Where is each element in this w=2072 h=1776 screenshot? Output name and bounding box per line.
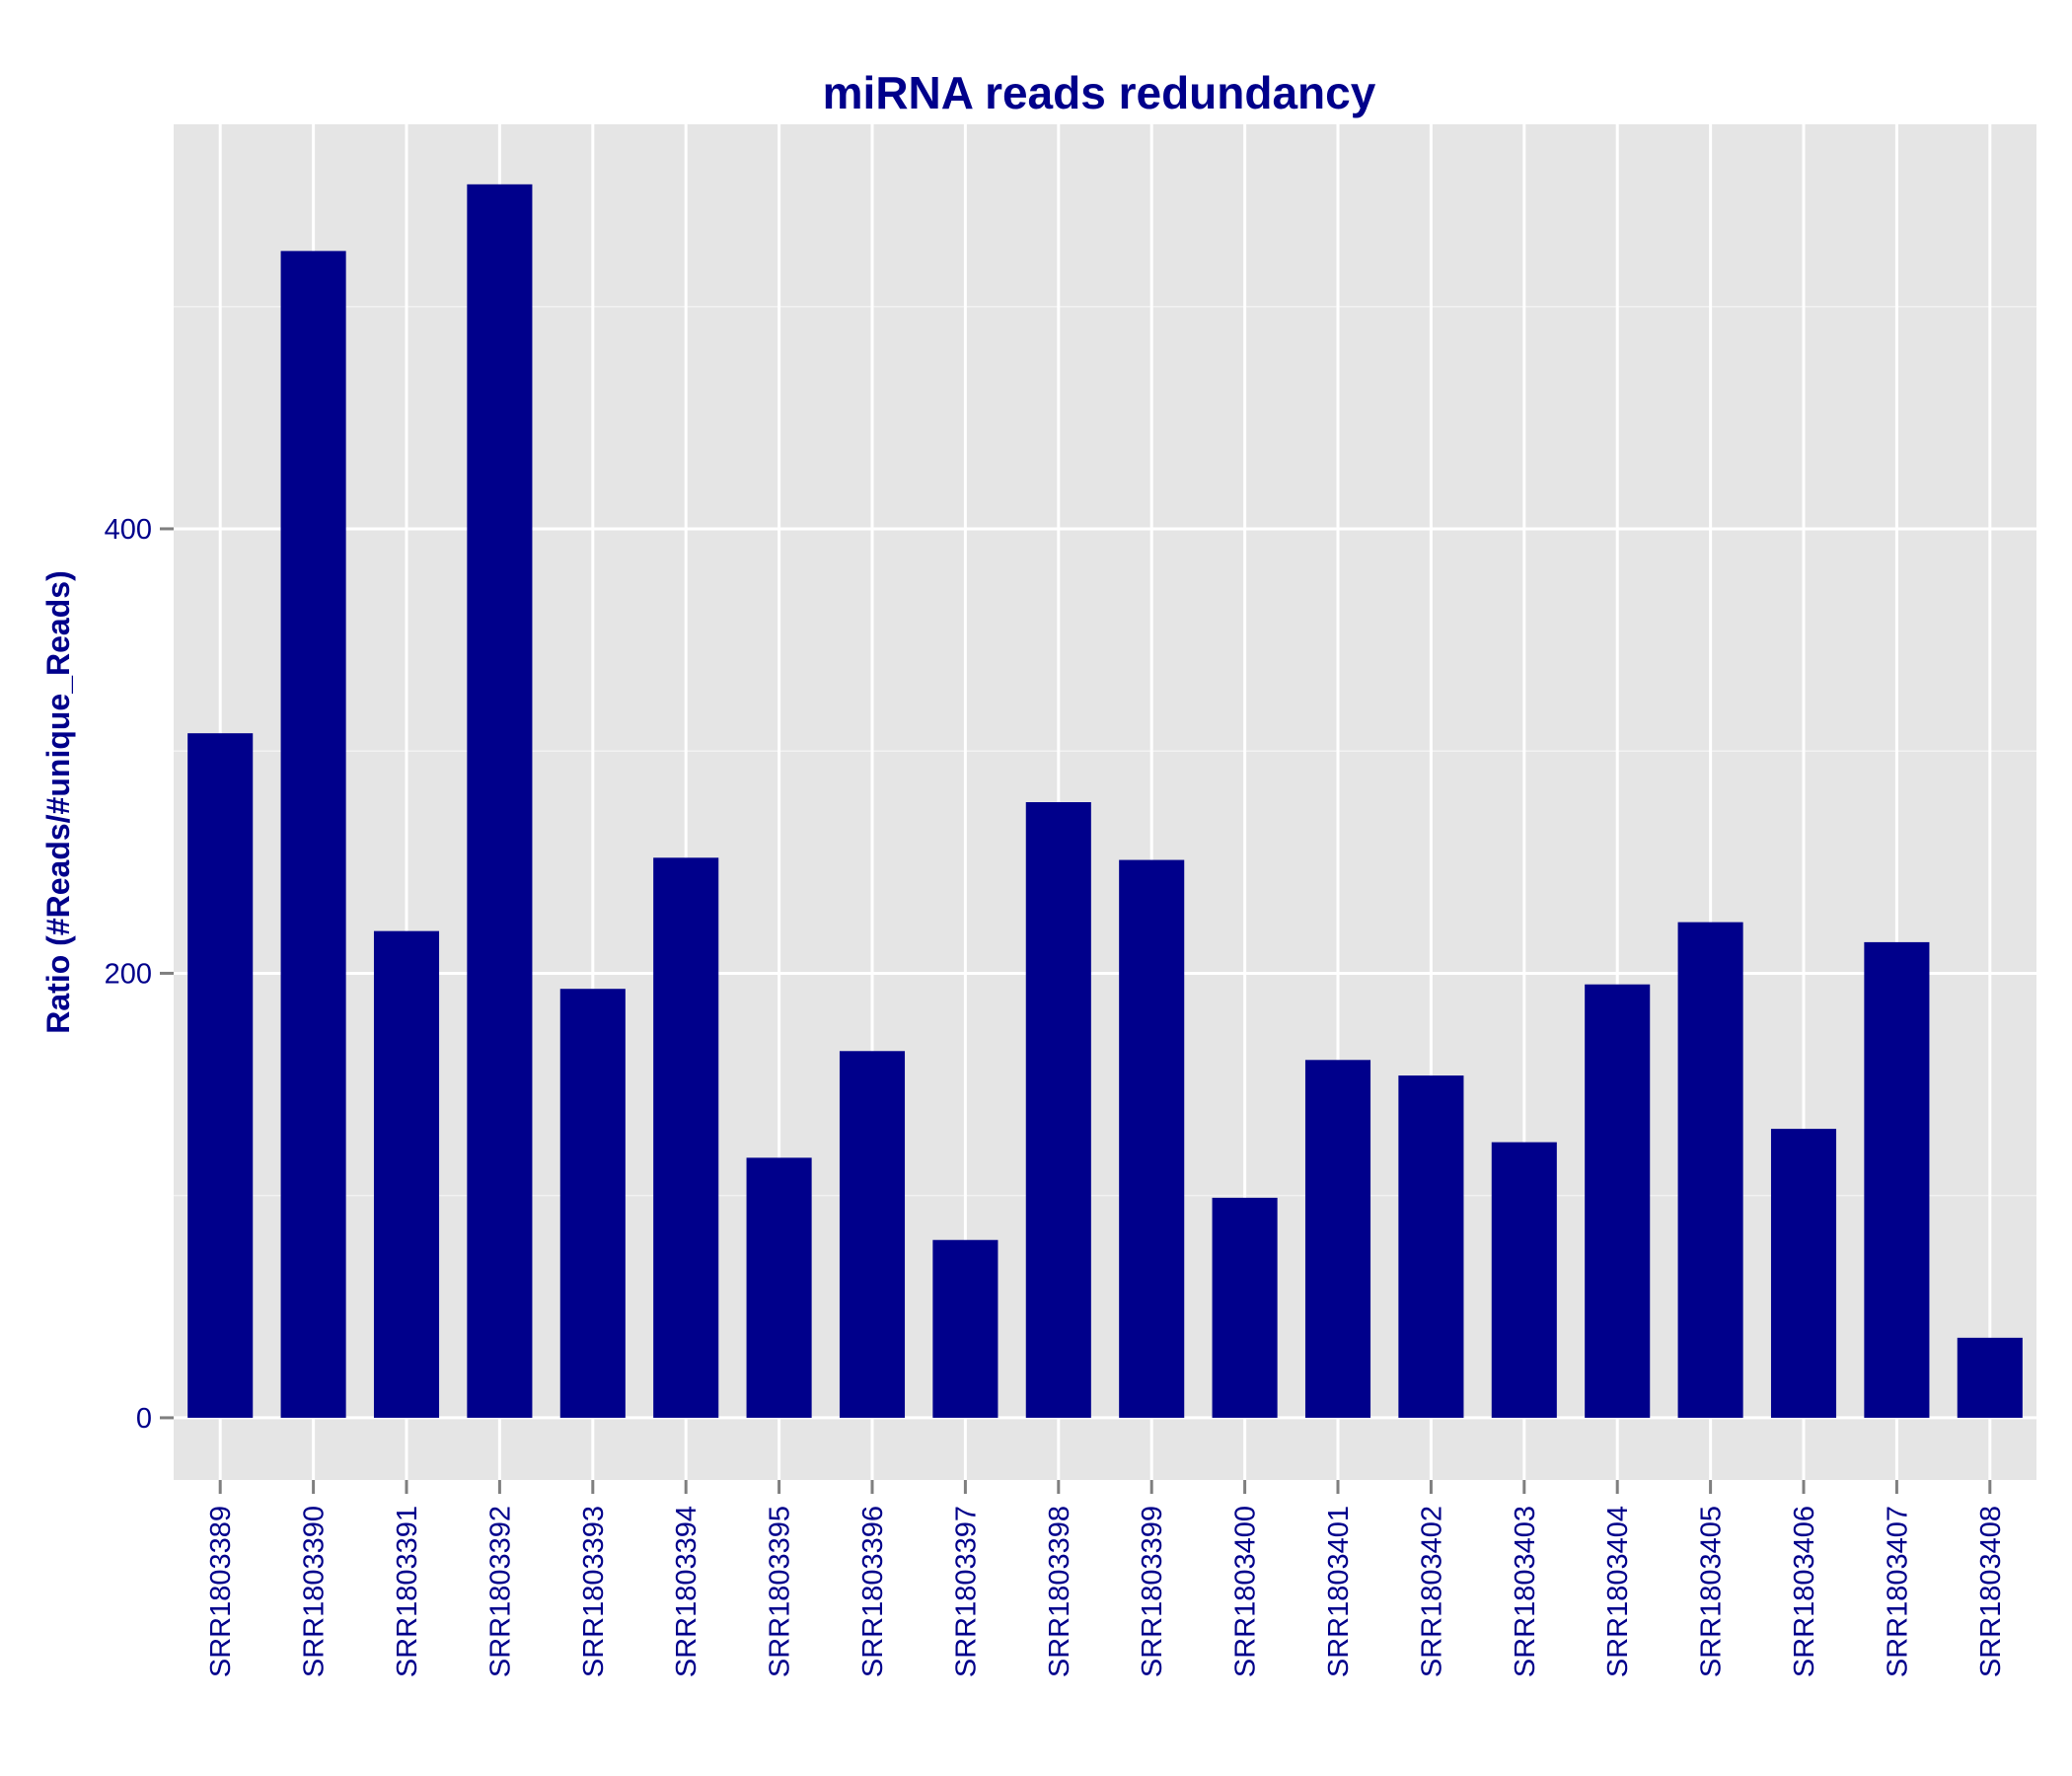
x-tick-label: SRR1803406 bbox=[1789, 1506, 1820, 1677]
x-tick-label: SRR1803399 bbox=[1137, 1506, 1168, 1677]
x-tick-label: SRR1803405 bbox=[1696, 1506, 1728, 1677]
x-tick-label: SRR1803394 bbox=[671, 1506, 703, 1677]
y-tick-label: 200 bbox=[105, 958, 152, 990]
bar bbox=[1119, 859, 1185, 1418]
plot-panel bbox=[174, 124, 2036, 1480]
bar bbox=[1398, 1075, 1464, 1418]
bar bbox=[280, 251, 346, 1418]
x-tick-label: SRR1803393 bbox=[578, 1506, 610, 1677]
x-tick-label: SRR1803403 bbox=[1510, 1506, 1541, 1677]
bar bbox=[1770, 1129, 1837, 1418]
bar bbox=[187, 733, 254, 1418]
bar bbox=[1491, 1142, 1557, 1418]
chart-title: miRNA reads redundancy bbox=[823, 67, 1376, 118]
y-tick-label: 400 bbox=[105, 514, 152, 546]
bar bbox=[1212, 1197, 1278, 1418]
x-tick-label: SRR1803400 bbox=[1230, 1506, 1262, 1677]
bar bbox=[932, 1239, 999, 1418]
x-tick-label: SRR1803398 bbox=[1044, 1506, 1075, 1677]
x-tick-label: SRR1803397 bbox=[950, 1506, 982, 1677]
bar bbox=[373, 930, 440, 1418]
bar bbox=[1677, 922, 1743, 1418]
x-tick-label: SRR1803401 bbox=[1323, 1506, 1355, 1677]
bar bbox=[467, 184, 533, 1418]
bar bbox=[653, 857, 719, 1418]
bar bbox=[746, 1157, 812, 1418]
x-tick-label: SRR1803396 bbox=[857, 1506, 889, 1677]
bar bbox=[839, 1051, 906, 1418]
x-tick-label: SRR1803402 bbox=[1416, 1506, 1447, 1677]
x-tick-label: SRR1803395 bbox=[765, 1506, 796, 1677]
x-tick-label: SRR1803390 bbox=[299, 1506, 331, 1677]
y-axis-label: Ratio (#Reads/#unique_Reads) bbox=[40, 570, 76, 1033]
bar bbox=[1585, 984, 1651, 1418]
x-tick-label: SRR1803407 bbox=[1882, 1506, 1913, 1677]
bar bbox=[1304, 1060, 1371, 1418]
x-axis: SRR1803389 SRR1803390 SRR1803391 SRR1803392… bbox=[205, 1480, 2007, 1677]
bar bbox=[1864, 941, 1930, 1418]
bar bbox=[1025, 802, 1091, 1418]
x-tick-label: SRR1803392 bbox=[484, 1506, 516, 1677]
x-tick-label: SRR1803404 bbox=[1602, 1506, 1634, 1677]
y-axis: 0 200 400 bbox=[105, 514, 174, 1435]
x-tick-label: SRR1803408 bbox=[1975, 1506, 2007, 1677]
x-tick-label: SRR1803391 bbox=[392, 1506, 423, 1677]
y-tick-label: 0 bbox=[136, 1403, 152, 1435]
bar bbox=[1957, 1337, 2023, 1418]
x-tick-label: SRR1803389 bbox=[205, 1506, 237, 1677]
bars bbox=[187, 184, 2023, 1418]
bar bbox=[559, 989, 626, 1418]
